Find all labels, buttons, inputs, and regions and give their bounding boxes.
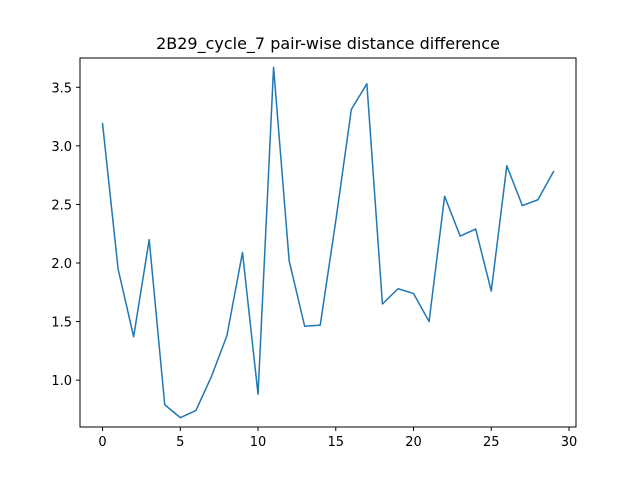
y-tick-label: 3.0 [51, 140, 72, 155]
plot-frame [79, 57, 577, 428]
x-tick-label: 15 [328, 435, 345, 450]
x-tick-label: 0 [98, 435, 106, 450]
x-tick-label: 20 [405, 435, 422, 450]
x-axis-ticks: 0 5 10 15 20 25 30 [98, 427, 577, 450]
x-tick-label: 10 [250, 435, 267, 450]
x-tick-label: 25 [483, 435, 500, 450]
x-tick-label: 5 [176, 435, 184, 450]
y-tick-label: 1.0 [51, 374, 72, 389]
y-tick-label: 2.0 [51, 257, 72, 272]
y-tick-label: 1.5 [51, 316, 72, 331]
y-tick-label: 2.5 [51, 198, 72, 213]
x-tick-label: 30 [561, 435, 578, 450]
chart-title: 2B29_cycle_7 pair-wise distance differen… [156, 34, 500, 54]
series-group [101, 66, 555, 419]
series-line-0 [101, 66, 555, 419]
y-axis-ticks: 1.0 1.5 2.0 2.5 3.0 3.5 [51, 81, 80, 389]
y-tick-label: 3.5 [51, 81, 72, 96]
